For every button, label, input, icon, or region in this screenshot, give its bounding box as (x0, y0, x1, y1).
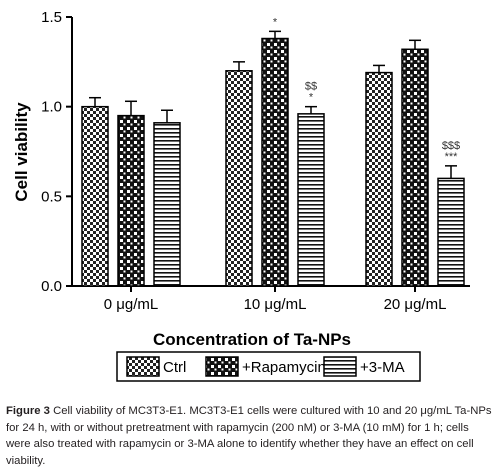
legend-swatch-checker (126, 356, 160, 377)
bar-dots (401, 48, 429, 287)
legend-box (116, 351, 421, 382)
bar-checker (81, 105, 109, 287)
x-axis-label: Concentration of Ta-NPs (153, 330, 351, 349)
y-axis-label: Cell viability (12, 102, 31, 202)
y-tick-label: 0.5 (41, 188, 62, 205)
bar-checker (225, 70, 253, 287)
y-tick-label: 1.0 (41, 99, 62, 116)
legend-swatch-hlines (323, 356, 357, 377)
x-tick-label: 0 μg/mL (104, 296, 159, 313)
significance-marker: $$ (305, 81, 317, 93)
legend-label: +3-MA (360, 359, 405, 376)
y-tick-label: 0.0 (41, 278, 62, 295)
y-tick-label: 1.5 (41, 9, 62, 26)
x-tick-label: 20 μg/mL (384, 296, 447, 313)
figure-caption: Figure 3 Cell viability of MC3T3-E1. MC3… (6, 403, 492, 469)
x-tick-label: 10 μg/mL (244, 296, 307, 313)
bar-chart: 0.00.51.01.50 μg/mL 10 μg/mL 20 μg/mL *$$*… (12, 9, 470, 382)
legend-label: +Rapamycin (242, 359, 326, 376)
bar-dots (261, 37, 289, 287)
significance-marker: * (273, 16, 278, 28)
significance-marker: *** (445, 151, 459, 163)
legend: Ctrl +Rapamycin +3-MA (116, 351, 421, 382)
bar-hlines (153, 122, 181, 287)
figure-caption-text: Cell viability of MC3T3-E1. MC3T3-E1 cel… (6, 405, 492, 467)
legend-label: Ctrl (163, 359, 186, 376)
bar-checker (365, 71, 393, 287)
bar-hlines (297, 113, 325, 287)
significance-marker: $$$ (442, 140, 460, 152)
significance-marker: * (309, 92, 314, 104)
figure-caption-label: Figure 3 (6, 405, 50, 417)
legend-swatch-dots (205, 356, 239, 377)
bar-dots (117, 114, 145, 287)
bar-hlines (437, 177, 465, 287)
